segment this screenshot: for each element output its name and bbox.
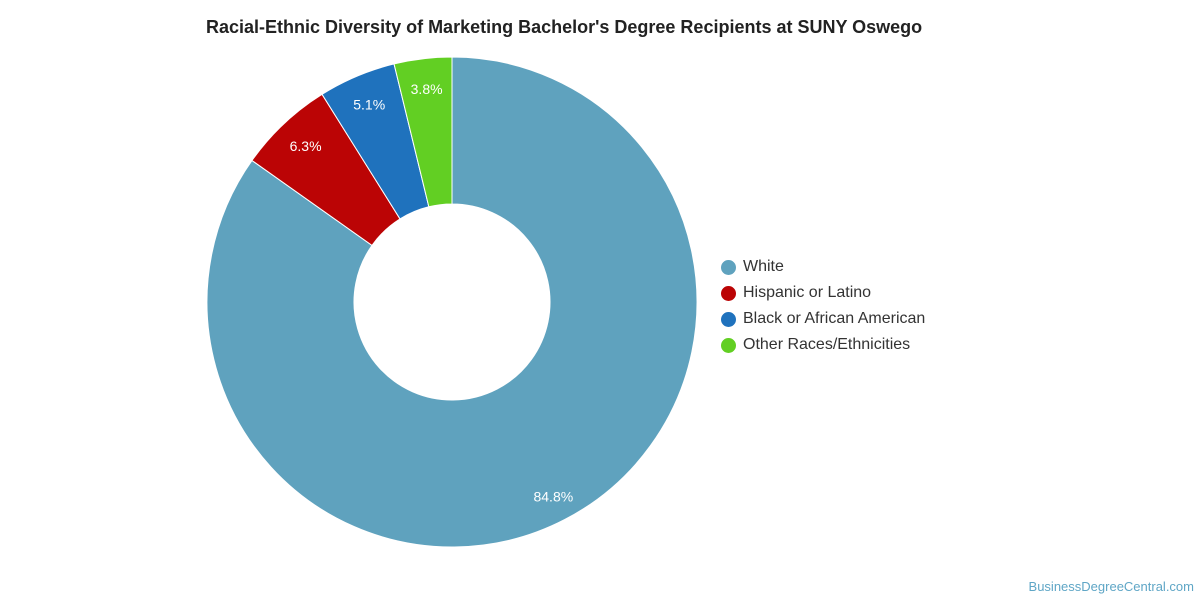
legend-item[interactable]: White (721, 254, 925, 280)
legend-item[interactable]: Other Races/Ethnicities (721, 332, 925, 358)
slice-label: 6.3% (290, 138, 322, 154)
slice-label: 84.8% (533, 489, 573, 505)
legend-swatch (721, 285, 736, 301)
legend-label: Hispanic or Latino (743, 284, 872, 301)
chart-legend: White Hispanic or Latino Black or African … (721, 254, 925, 358)
legend-item[interactable]: Hispanic or Latino (721, 280, 925, 306)
slice-white[interactable] (206, 56, 698, 548)
slice-other-races-ethnicities[interactable] (393, 56, 453, 208)
chart-title: Racial-Ethnic Diversity of Marketing Bac… (206, 17, 923, 37)
source-credit: BusinessDegreeCentral.com (1028, 579, 1194, 594)
legend-item[interactable]: Black or African American (721, 306, 925, 332)
legend-label: Other Races/Ethnicities (743, 336, 911, 353)
legend-label: White (743, 258, 784, 275)
legend-label: Black or African American (743, 310, 926, 327)
slice-labels: 84.8% 6.3% 5.1% 3.8% (290, 81, 574, 504)
legend-swatch (721, 259, 736, 275)
donut-slices (206, 56, 698, 548)
slice-label: 3.8% (411, 81, 443, 97)
legend-swatch (721, 337, 736, 353)
legend-swatch (721, 311, 736, 327)
slice-label: 5.1% (353, 96, 385, 112)
